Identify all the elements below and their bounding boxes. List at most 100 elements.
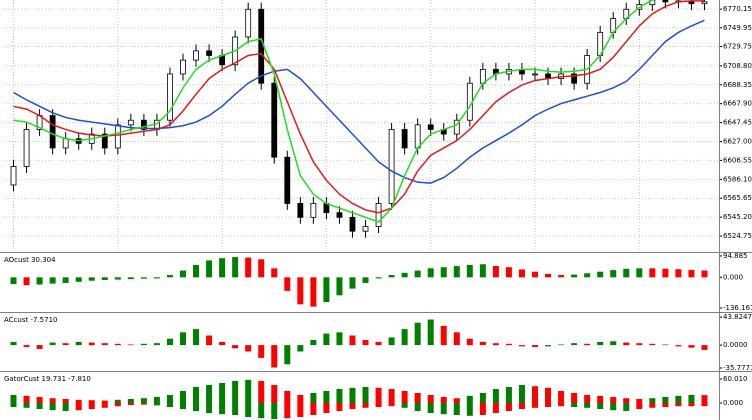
gator-bar	[258, 403, 265, 419]
gator-bar	[88, 400, 95, 403]
y-tick-label: 0.000	[723, 399, 743, 407]
y-tick-label: 0.000	[723, 273, 743, 281]
gator-bar	[571, 403, 578, 407]
gator-bar	[180, 403, 186, 409]
histogram-bar	[232, 345, 239, 349]
y-tick-label: 6545.20	[723, 213, 752, 221]
gator-bar	[414, 393, 421, 403]
gator-bar	[75, 403, 82, 411]
gator-bar	[166, 403, 173, 407]
panel-title: AOcust 30.304	[4, 256, 56, 264]
y-tick-label: 60.010	[723, 375, 748, 383]
histogram-bar	[479, 264, 486, 278]
histogram-bar	[297, 345, 304, 352]
gator-bar	[375, 403, 382, 407]
histogram-bar	[623, 342, 630, 346]
histogram-bar	[597, 341, 604, 346]
gator-bar	[662, 397, 669, 403]
y-tick-label: 6647.45	[723, 119, 752, 127]
histogram-bar	[310, 277, 317, 307]
gator-bar	[649, 398, 656, 403]
histogram-bar	[545, 345, 552, 347]
gator-bar	[101, 403, 108, 408]
histogram-bar	[401, 272, 408, 278]
histogram-bar	[558, 275, 565, 278]
y-tick-label: 6770.15	[723, 5, 752, 13]
gator-bar	[127, 399, 134, 403]
histogram-bar	[466, 338, 473, 346]
gator-bar	[297, 403, 304, 417]
gator-bar	[284, 403, 291, 419]
gator-bar	[584, 395, 591, 403]
histogram-bar	[375, 277, 382, 279]
histogram-bar	[688, 269, 695, 278]
y-tick-label: -136.161	[723, 304, 752, 312]
gator-bar	[349, 403, 356, 409]
gator-bar	[206, 403, 213, 413]
gator-bar	[297, 395, 304, 403]
y-tick-label: 6565.65	[723, 194, 752, 202]
y-tick-label: 6667.90	[723, 100, 752, 108]
gator-bar	[532, 403, 538, 408]
gator-bar	[180, 391, 186, 403]
ma-line	[13, 0, 705, 214]
histogram-bar	[297, 277, 304, 305]
gator-bar	[505, 403, 512, 411]
gator-bar	[362, 403, 369, 408]
gator-bar	[219, 403, 226, 415]
gator-bar	[49, 403, 56, 411]
histogram-bar	[362, 339, 369, 346]
histogram-bar	[584, 273, 591, 278]
histogram-bar	[232, 257, 239, 278]
histogram-bar	[127, 277, 134, 280]
gator-bar	[597, 395, 604, 403]
candle-body	[193, 50, 199, 61]
gator-bar	[232, 403, 239, 415]
gator-bar	[310, 393, 317, 403]
histogram-bar	[623, 268, 630, 278]
gator-bar	[336, 389, 343, 403]
histogram-bar	[649, 343, 656, 346]
histogram-bar	[518, 345, 525, 347]
histogram-bar	[193, 264, 200, 278]
candle-body	[336, 212, 343, 218]
gator-bar	[49, 398, 56, 403]
histogram-bar	[23, 277, 30, 286]
candle-body	[649, 0, 656, 6]
histogram-bar	[662, 268, 669, 278]
gator-bar	[62, 399, 69, 403]
gator-bar	[688, 403, 695, 407]
histogram-bar	[571, 343, 578, 346]
histogram-bar	[10, 341, 17, 346]
candle-body	[258, 8, 265, 84]
histogram-bar	[36, 345, 43, 349]
gator-bar	[610, 403, 617, 411]
gator-bar	[479, 403, 486, 415]
y-tick-label: 6688.35	[723, 81, 752, 89]
gator-bar	[349, 387, 356, 403]
histogram-bar	[140, 343, 147, 346]
histogram-bar	[584, 343, 591, 346]
histogram-bar	[440, 267, 447, 278]
gator-bar	[10, 403, 17, 407]
gator-bar	[245, 403, 252, 417]
histogram-bar	[453, 332, 460, 346]
panel-plot	[10, 257, 708, 307]
candle-body	[49, 115, 56, 149]
y-tick-label: 6524.75	[723, 232, 752, 240]
histogram-bar	[88, 342, 95, 346]
gator-bar	[284, 391, 291, 403]
y-tick-label: 43.8247	[723, 313, 752, 321]
histogram-bar	[362, 277, 369, 283]
gator-bar	[558, 403, 565, 407]
gator-bar	[323, 391, 330, 403]
gator-bar	[414, 403, 421, 411]
histogram-bar	[505, 343, 512, 346]
candle-body	[10, 166, 17, 186]
histogram-bar	[675, 345, 682, 347]
candle-body	[401, 129, 408, 149]
histogram-bar	[466, 264, 473, 278]
gator-bar	[140, 403, 147, 405]
histogram-bar	[336, 332, 343, 346]
